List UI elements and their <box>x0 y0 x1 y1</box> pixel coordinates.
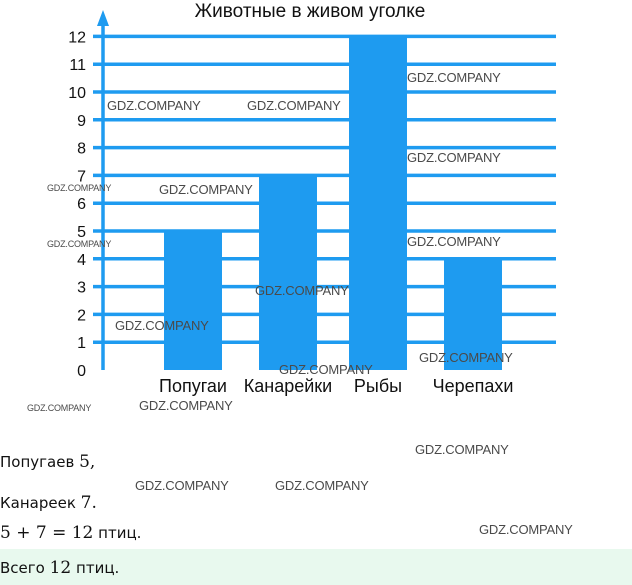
watermark: GDZ.COMPANY <box>275 478 369 493</box>
y-tick-label: 12 <box>68 29 86 46</box>
answer-label: Всего <box>0 559 45 577</box>
y-tick-label: 7 <box>77 168 86 185</box>
chart-title: Животные в живом уголке <box>195 1 426 22</box>
answer-line: Всего 12 птиц. <box>0 558 119 578</box>
watermark: GDZ.COMPANY <box>107 98 201 113</box>
y-axis-arrow <box>97 10 109 26</box>
bar-chart: Животные в живом уголке 0123456789101112… <box>68 1 556 396</box>
y-tick-label: 1 <box>77 335 86 352</box>
sum-unit: птиц. <box>98 524 142 542</box>
bars <box>164 36 502 371</box>
y-tick-label: 0 <box>77 363 86 380</box>
y-tick-label: 9 <box>77 113 86 130</box>
watermark: GDZ.COMPANY <box>27 403 92 413</box>
bar-4 <box>444 258 502 370</box>
watermark: GDZ.COMPANY <box>135 478 229 493</box>
solution-line-canaries: Канареек 7. <box>0 493 97 513</box>
parrots-count: 5, <box>79 452 96 472</box>
solution-line-parrots: Попугаев 5, <box>0 452 95 472</box>
solution-line-sum: 5 + 7 = 12 птиц. <box>0 523 141 543</box>
y-tick-label: 11 <box>69 57 86 74</box>
watermark: GDZ.COMPANY <box>159 182 253 197</box>
y-tick-label: 8 <box>77 141 86 158</box>
watermark: GDZ.COMPANY <box>407 150 501 165</box>
answer-box: Всего 12 птиц. <box>0 549 632 585</box>
y-tick-label: 10 <box>68 85 86 102</box>
x-tick-label: Рыбы <box>354 376 402 396</box>
watermark: GDZ.COMPANY <box>415 442 509 457</box>
bar-2 <box>259 175 317 370</box>
watermark: GDZ.COMPANY <box>255 283 349 298</box>
watermark: GDZ.COMPANY <box>139 398 233 413</box>
watermark: GDZ.COMPANY <box>479 522 573 537</box>
watermark: GDZ.COMPANY <box>47 239 112 249</box>
answer-unit: птиц. <box>76 559 120 577</box>
watermark: GDZ.COMPANY <box>419 350 513 365</box>
canaries-count: 7. <box>80 493 97 513</box>
x-tick-label: Попугаи <box>159 376 227 396</box>
watermark: GDZ.COMPANY <box>115 318 209 333</box>
parrots-label: Попугаев <box>0 453 75 471</box>
y-tick-label: 4 <box>77 252 86 269</box>
watermark: GDZ.COMPANY <box>247 98 341 113</box>
canaries-label: Канареек <box>0 494 76 512</box>
watermark: GDZ.COMPANY <box>407 234 501 249</box>
bar-3 <box>349 36 407 371</box>
x-tick-label: Черепахи <box>433 376 514 396</box>
y-axis <box>97 10 109 370</box>
x-tick-label: Канарейки <box>244 376 332 396</box>
watermark: GDZ.COMPANY <box>279 362 373 377</box>
y-tick-label: 3 <box>77 280 86 297</box>
watermark: GDZ.COMPANY <box>47 183 112 193</box>
y-tick-label: 2 <box>77 307 86 324</box>
watermark: GDZ.COMPANY <box>407 70 501 85</box>
answer-count: 12 <box>49 558 72 578</box>
sum-expression: 5 + 7 = 12 <box>0 523 94 543</box>
bar-1 <box>164 231 222 370</box>
y-tick-label: 5 <box>77 224 86 241</box>
y-tick-label: 6 <box>77 196 86 213</box>
x-tick-labels: Попугаи Канарейки Рыбы Черепахи <box>159 376 513 396</box>
